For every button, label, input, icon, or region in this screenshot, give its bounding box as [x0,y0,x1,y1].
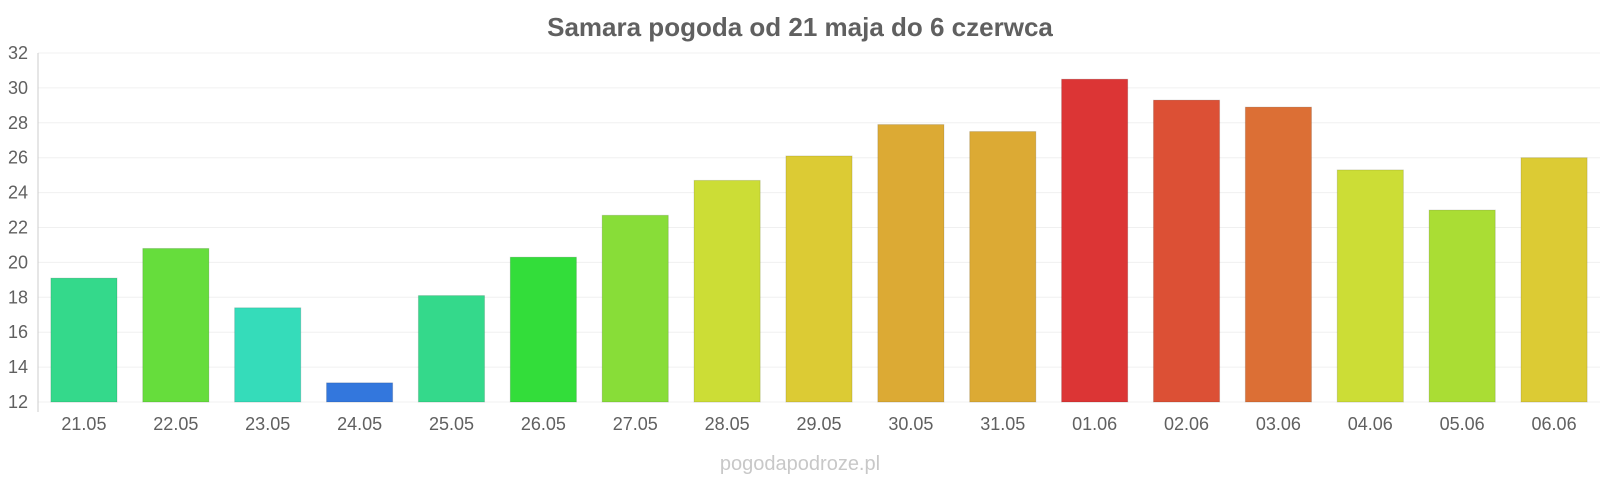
x-tick-label: 25.05 [429,414,474,434]
x-axis: 21.05 22.05 23.05 24.05 25.05 26.05 27.05 28.05… [61,414,1576,434]
bar-06.06 [1520,157,1588,403]
x-tick-label: 26.05 [521,414,566,434]
y-tick-label: 24 [8,183,28,203]
x-tick-label: 30.05 [888,414,933,434]
y-tick-label: 32 [8,43,28,63]
bar-05.06 [1428,209,1496,403]
x-tick-label: 22.05 [153,414,198,434]
x-tick-label: 21.05 [61,414,106,434]
bar-04.06 [1336,169,1404,403]
y-tick-label: 30 [8,78,28,98]
y-tick-label: 26 [8,148,28,168]
bar-23.05 [234,307,302,403]
y-tick-label: 16 [8,322,28,342]
x-tick-label: 06.06 [1532,414,1577,434]
bar-02.06 [1152,99,1221,403]
y-tick-label: 18 [8,287,28,307]
bar-31.05 [969,131,1037,403]
watermark: pogodapodroze.pl [720,453,880,475]
bar-21.05 [50,277,118,403]
x-tick-label: 31.05 [980,414,1025,434]
x-tick-label: 03.06 [1256,414,1301,434]
x-tick-label: 01.06 [1072,414,1117,434]
bar-03.06 [1244,106,1312,403]
y-axis: 12 14 16 18 20 22 24 26 28 30 32 [8,43,39,412]
y-tick-label: 28 [8,113,28,133]
y-tick-label: 14 [8,357,28,377]
chart-title: Samara pogoda od 21 maja do 6 czerwca [547,12,1053,42]
y-tick-label: 12 [8,392,28,412]
x-tick-label: 23.05 [245,414,290,434]
bar-01.06 [1061,78,1129,403]
bar-28.05 [693,179,761,403]
x-tick-label: 27.05 [613,414,658,434]
bar-30.05 [877,124,945,403]
bar-22.05 [142,247,210,403]
x-tick-label: 05.06 [1440,414,1485,434]
bar-27.05 [601,214,669,403]
x-tick-label: 24.05 [337,414,382,434]
x-tick-label: 02.06 [1164,414,1209,434]
bar-24.05 [326,382,394,403]
x-tick-label: 04.06 [1348,414,1393,434]
bar-26.05 [509,256,577,403]
x-tick-label: 29.05 [796,414,841,434]
bar-25.05 [417,295,486,403]
bars [50,78,1588,403]
y-tick-label: 20 [8,252,28,272]
x-tick-label: 28.05 [705,414,750,434]
y-tick-label: 22 [8,218,28,238]
bar-29.05 [785,155,853,403]
